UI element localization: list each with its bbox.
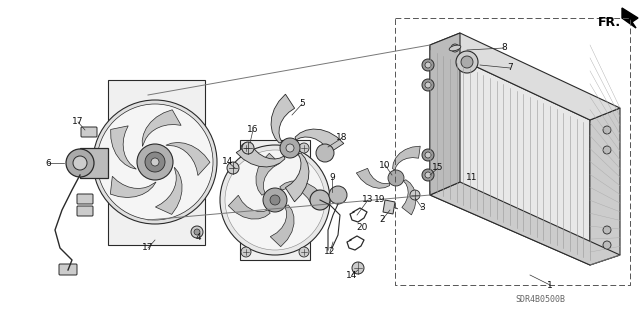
Circle shape bbox=[145, 152, 165, 172]
Text: 6: 6 bbox=[45, 159, 51, 167]
Polygon shape bbox=[285, 153, 309, 202]
Polygon shape bbox=[236, 143, 285, 167]
Circle shape bbox=[603, 226, 611, 234]
Circle shape bbox=[425, 152, 431, 158]
Text: 12: 12 bbox=[324, 248, 336, 256]
Polygon shape bbox=[383, 200, 395, 214]
Polygon shape bbox=[270, 205, 294, 247]
Circle shape bbox=[137, 144, 173, 180]
Circle shape bbox=[422, 149, 434, 161]
Text: 8: 8 bbox=[501, 43, 507, 53]
Circle shape bbox=[310, 190, 330, 210]
Circle shape bbox=[422, 169, 434, 181]
Text: 2: 2 bbox=[379, 216, 385, 225]
Text: FR.: FR. bbox=[598, 16, 621, 28]
Circle shape bbox=[191, 226, 203, 238]
Circle shape bbox=[603, 146, 611, 154]
Circle shape bbox=[241, 247, 251, 257]
Circle shape bbox=[241, 143, 251, 153]
Circle shape bbox=[425, 82, 431, 88]
FancyBboxPatch shape bbox=[81, 127, 97, 137]
Text: 15: 15 bbox=[432, 164, 444, 173]
Text: 17: 17 bbox=[142, 243, 154, 253]
FancyArrowPatch shape bbox=[392, 206, 397, 209]
Circle shape bbox=[66, 149, 94, 177]
Circle shape bbox=[97, 104, 213, 220]
Polygon shape bbox=[590, 108, 620, 265]
Circle shape bbox=[299, 143, 309, 153]
Polygon shape bbox=[228, 195, 270, 219]
Circle shape bbox=[225, 150, 325, 250]
Circle shape bbox=[456, 51, 478, 73]
Polygon shape bbox=[80, 148, 108, 178]
Polygon shape bbox=[271, 94, 294, 143]
Circle shape bbox=[388, 170, 404, 186]
Circle shape bbox=[603, 241, 611, 249]
Polygon shape bbox=[156, 167, 182, 214]
Text: 14: 14 bbox=[346, 271, 358, 279]
Polygon shape bbox=[356, 168, 390, 188]
Text: 17: 17 bbox=[72, 117, 84, 127]
Text: 18: 18 bbox=[336, 133, 348, 143]
Circle shape bbox=[425, 172, 431, 178]
Polygon shape bbox=[166, 143, 210, 175]
Text: 10: 10 bbox=[380, 160, 391, 169]
Polygon shape bbox=[256, 153, 280, 195]
Circle shape bbox=[242, 142, 254, 154]
Circle shape bbox=[299, 247, 309, 257]
Text: 11: 11 bbox=[467, 174, 477, 182]
FancyBboxPatch shape bbox=[77, 206, 93, 216]
Text: 7: 7 bbox=[507, 63, 513, 72]
Polygon shape bbox=[142, 110, 181, 146]
Polygon shape bbox=[392, 146, 420, 170]
Ellipse shape bbox=[449, 45, 461, 51]
Polygon shape bbox=[402, 180, 416, 215]
Polygon shape bbox=[430, 45, 590, 265]
Circle shape bbox=[286, 144, 294, 152]
Polygon shape bbox=[111, 126, 136, 169]
Polygon shape bbox=[240, 140, 310, 260]
Circle shape bbox=[227, 162, 239, 174]
FancyBboxPatch shape bbox=[59, 264, 77, 275]
Circle shape bbox=[451, 44, 459, 52]
Text: SDR4B0500B: SDR4B0500B bbox=[515, 295, 565, 305]
Polygon shape bbox=[280, 181, 322, 205]
Circle shape bbox=[410, 190, 420, 200]
Circle shape bbox=[220, 145, 330, 255]
Circle shape bbox=[425, 62, 431, 68]
Text: 19: 19 bbox=[374, 196, 386, 204]
Text: 13: 13 bbox=[362, 196, 374, 204]
Text: 1: 1 bbox=[547, 280, 553, 290]
Circle shape bbox=[603, 126, 611, 134]
Text: 14: 14 bbox=[222, 158, 234, 167]
Polygon shape bbox=[430, 33, 620, 120]
Polygon shape bbox=[108, 80, 205, 245]
Polygon shape bbox=[622, 8, 638, 28]
Circle shape bbox=[151, 158, 159, 166]
Circle shape bbox=[352, 262, 364, 274]
Polygon shape bbox=[430, 182, 620, 265]
Polygon shape bbox=[430, 33, 460, 195]
Circle shape bbox=[316, 144, 334, 162]
Text: 4: 4 bbox=[195, 234, 201, 242]
Circle shape bbox=[263, 188, 287, 212]
Text: 3: 3 bbox=[419, 204, 425, 212]
Circle shape bbox=[73, 156, 87, 170]
Polygon shape bbox=[110, 176, 156, 197]
Polygon shape bbox=[295, 129, 344, 152]
Text: 5: 5 bbox=[299, 100, 305, 108]
Circle shape bbox=[270, 195, 280, 205]
Text: 9: 9 bbox=[329, 174, 335, 182]
Circle shape bbox=[422, 59, 434, 71]
Circle shape bbox=[280, 138, 300, 158]
Circle shape bbox=[461, 56, 473, 68]
Circle shape bbox=[422, 79, 434, 91]
Circle shape bbox=[329, 186, 347, 204]
Text: 20: 20 bbox=[356, 224, 368, 233]
Text: 16: 16 bbox=[247, 125, 259, 135]
Circle shape bbox=[93, 100, 217, 224]
FancyBboxPatch shape bbox=[77, 194, 93, 204]
Circle shape bbox=[194, 229, 200, 235]
